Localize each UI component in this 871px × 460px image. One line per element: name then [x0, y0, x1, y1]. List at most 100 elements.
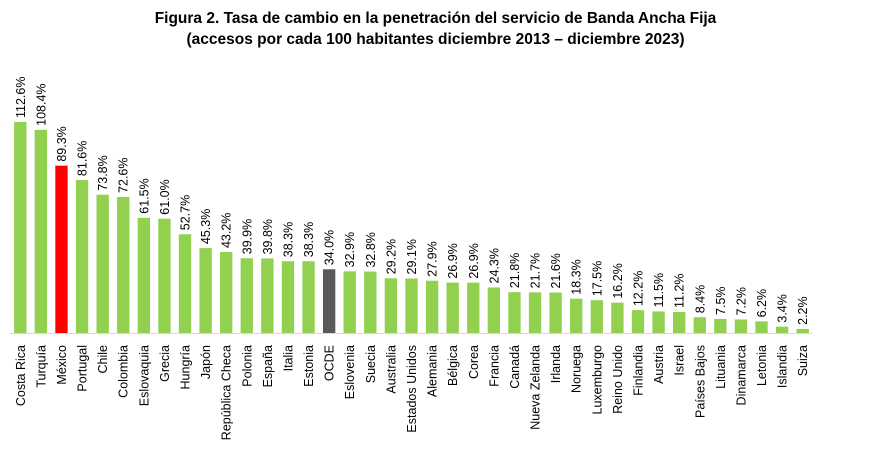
- category-label-chile: Chile: [96, 345, 110, 374]
- bar-alemania: [425, 280, 439, 333]
- category-label-mexico: México: [55, 345, 69, 385]
- value-label-ocde: 34.0%: [323, 230, 337, 265]
- category-label-francia: Francia: [487, 345, 501, 387]
- category-label-finlandia: Finlandia: [631, 345, 645, 396]
- category-label-canada: Canadá: [508, 345, 522, 389]
- bar-portugal: [75, 180, 89, 333]
- category-label-belgica: Bélgica: [446, 345, 460, 386]
- category-label-lituania: Lituania: [714, 345, 728, 389]
- category-label-australia: Australia: [384, 345, 398, 394]
- value-label-hungria: 52.7%: [179, 195, 193, 230]
- value-label-islandia: 3.4%: [776, 294, 790, 323]
- bar-belgica: [446, 282, 459, 333]
- category-label-grecia: Grecia: [158, 345, 172, 382]
- bar-israel: [672, 312, 686, 333]
- value-label-israel: 11.2%: [673, 273, 687, 308]
- value-label-estados-unidos: 29.1%: [405, 239, 419, 274]
- category-label-ocde: OCDE: [323, 345, 337, 381]
- value-label-costa-rica: 112.6%: [14, 77, 28, 118]
- bar-eslovenia: [343, 271, 356, 333]
- bar-lituania: [714, 318, 727, 333]
- value-label-irlanda: 21.6%: [549, 253, 563, 288]
- bar-hungria: [178, 234, 192, 333]
- category-label-reino-unido: Reino Unido: [611, 345, 625, 414]
- bar-estados-unidos: [405, 278, 418, 333]
- value-label-lituania: 7.5%: [714, 286, 728, 315]
- value-label-corea: 26.9%: [467, 243, 481, 278]
- bar-republica-checa: [220, 252, 233, 333]
- category-label-hungria: Hungría: [179, 345, 193, 390]
- bar-suecia: [364, 271, 377, 333]
- bar-chile: [96, 194, 109, 333]
- category-label-eslovaquia: Eslovaquia: [137, 345, 151, 406]
- value-label-republica-checa: 43.2%: [220, 213, 234, 248]
- value-label-finlandia: 12.2%: [631, 271, 645, 306]
- bar-polonia: [240, 258, 253, 333]
- bar-ocde: [322, 269, 336, 333]
- bar-finlandia: [631, 310, 645, 333]
- category-label-nueva-zelanda: Nueva Zelanda: [529, 345, 543, 430]
- value-label-espana: 39.8%: [261, 219, 275, 254]
- value-label-alemania: 27.9%: [426, 241, 440, 276]
- value-label-japon: 45.3%: [199, 209, 213, 244]
- value-label-austria: 11.5%: [652, 273, 666, 308]
- value-label-belgica: 26.9%: [446, 243, 460, 278]
- category-label-costa-rica: Costa Rica: [14, 345, 28, 406]
- value-label-suiza: 2.2%: [796, 296, 810, 325]
- value-label-mexico: 89.3%: [55, 126, 69, 161]
- bar-noruega: [570, 298, 583, 333]
- category-label-republica-checa: República Checa: [220, 345, 234, 440]
- chart-title-block: Figura 2. Tasa de cambio en la penetraci…: [0, 8, 871, 50]
- bar-austria: [652, 311, 665, 333]
- category-label-letonia: Letonia: [755, 345, 769, 386]
- value-label-colombia: 72.6%: [117, 158, 131, 193]
- bar-islandia: [775, 326, 789, 333]
- value-label-nueva-zelanda: 21.7%: [529, 253, 543, 288]
- value-label-noruega: 18.3%: [570, 259, 584, 294]
- bar-costa-rica: [14, 122, 27, 333]
- category-label-estonia: Estonia: [302, 345, 316, 387]
- value-label-eslovenia: 32.9%: [343, 232, 357, 267]
- category-label-suiza: Suiza: [796, 345, 810, 376]
- category-label-noruega: Noruega: [570, 345, 584, 393]
- category-label-irlanda: Irlanda: [549, 345, 563, 383]
- chart-subtitle: (accesos por cada 100 habitantes diciemb…: [186, 31, 685, 48]
- category-label-paises-bajos: Países Bajos: [693, 345, 707, 418]
- value-label-reino-unido: 16.2%: [611, 263, 625, 298]
- bar-reino-unido: [611, 302, 624, 333]
- bar-japon: [199, 248, 212, 333]
- category-label-islandia: Islandia: [776, 345, 790, 388]
- category-label-luxemburgo: Luxemburgo: [590, 345, 604, 415]
- bar-paises-bajos: [693, 317, 706, 333]
- category-label-israel: Israel: [673, 345, 687, 376]
- chart-title: Figura 2. Tasa de cambio en la penetraci…: [154, 10, 717, 27]
- category-label-japon: Japón: [199, 345, 213, 379]
- category-label-italia: Italia: [281, 345, 295, 371]
- value-label-turquia: 108.4%: [34, 83, 48, 125]
- category-label-espana: España: [261, 345, 275, 387]
- category-label-turquia: Turquía: [34, 345, 48, 388]
- category-label-dinamarca: Dinamarca: [734, 345, 748, 405]
- value-label-dinamarca: 7.2%: [734, 287, 748, 316]
- category-label-eslovenia: Eslovenia: [343, 345, 357, 399]
- bar-australia: [384, 278, 398, 333]
- value-label-polonia: 39.9%: [240, 219, 254, 254]
- value-label-canada: 21.8%: [508, 253, 522, 288]
- value-label-luxemburgo: 17.5%: [590, 261, 604, 296]
- bar-luxemburgo: [590, 300, 603, 333]
- value-label-letonia: 6.2%: [755, 289, 769, 318]
- value-labels-group: 112.6% 108.4% 89.3% 81.6% 73.8% 72.6% 61.5% 61.…: [14, 77, 810, 325]
- bar-letonia: [755, 321, 768, 333]
- category-label-portugal: Portugal: [76, 345, 90, 392]
- bar-eslovaquia: [137, 217, 151, 333]
- category-label-colombia: Colombia: [117, 345, 131, 398]
- bar-suiza: [796, 328, 809, 333]
- value-label-australia: 29.2%: [384, 239, 398, 274]
- category-label-suecia: Suecia: [364, 345, 378, 383]
- category-labels-group: Costa Rica Turquía México Portugal Chile Colo…: [14, 345, 810, 440]
- bars-group: [14, 122, 809, 333]
- value-label-portugal: 81.6%: [76, 141, 90, 176]
- value-label-grecia: 61.0%: [158, 179, 172, 214]
- bar-grecia: [158, 218, 171, 333]
